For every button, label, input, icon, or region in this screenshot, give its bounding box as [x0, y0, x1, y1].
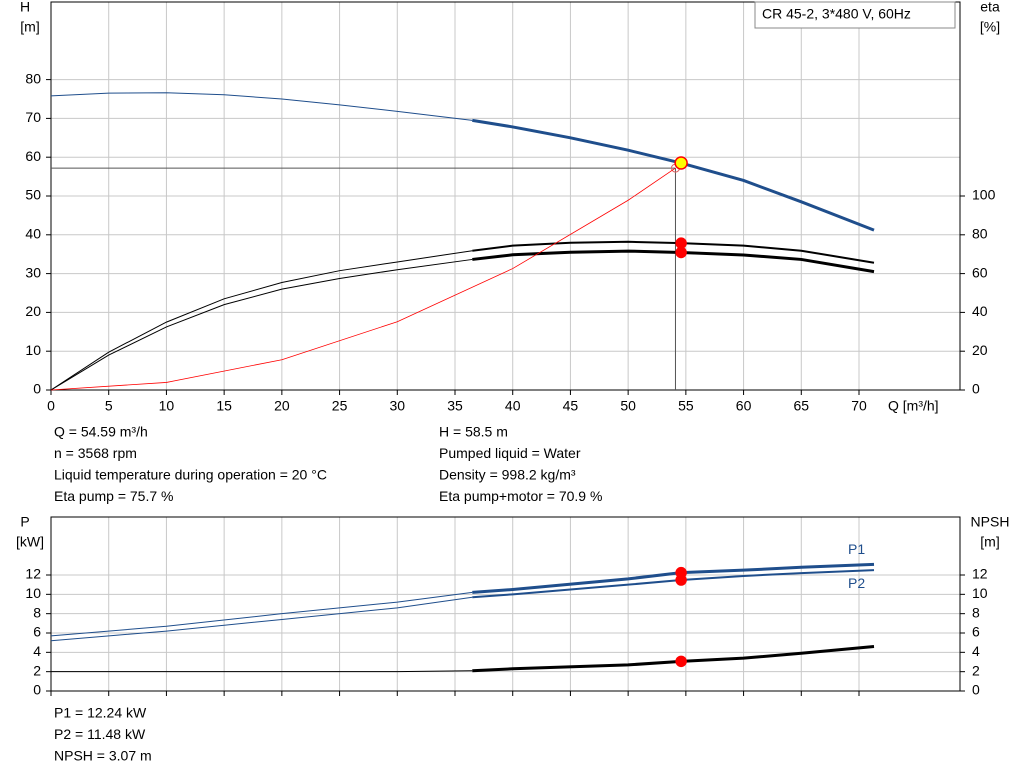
x-tick-label: 60	[736, 398, 752, 414]
y2-tick-label: 40	[972, 303, 988, 319]
y-tick-label: 50	[25, 187, 41, 203]
info-text: Liquid temperature during operation = 20…	[54, 467, 327, 483]
info-text: Eta pump = 75.7 %	[54, 488, 173, 504]
y-axis-label: [kW]	[16, 534, 44, 550]
curve-label: P1	[848, 541, 865, 557]
info-text: Pumped liquid = Water	[439, 445, 581, 461]
y-axis-label: P	[20, 514, 29, 530]
chart-title: CR 45-2, 3*480 V, 60Hz	[762, 6, 911, 22]
y-tick-label: 60	[25, 148, 41, 164]
operating-point	[675, 246, 687, 259]
x-tick-label: 10	[159, 398, 175, 414]
x-tick-label: 30	[389, 398, 405, 414]
curve	[472, 240, 875, 264]
info-text: NPSH = 3.07 m	[54, 748, 152, 764]
plot-frame	[50, 1, 961, 391]
y2-tick-label: 4	[972, 643, 980, 659]
info-text: P1 = 12.24 kW	[54, 705, 147, 721]
y2-axis-label: [%]	[980, 19, 1000, 35]
x-tick-label: 40	[505, 398, 521, 414]
y2-tick-label: 6	[972, 624, 980, 640]
operating-point	[675, 237, 687, 249]
y2-tick-label: 100	[972, 187, 996, 203]
x-tick-label: 20	[274, 398, 290, 414]
y-tick-label: 4	[33, 643, 41, 659]
x-tick-label: 15	[216, 398, 232, 414]
curve	[50, 167, 676, 391]
operating-point	[674, 156, 688, 170]
y-tick-label: 40	[25, 226, 41, 242]
x-tick-label: 5	[105, 398, 113, 414]
y-tick-label: 70	[25, 109, 41, 125]
y2-tick-label: 0	[972, 682, 980, 698]
y-tick-label: 0	[33, 381, 41, 397]
y-tick-label: 20	[25, 303, 41, 319]
curve	[472, 249, 875, 274]
y-tick-label: 0	[33, 682, 41, 698]
y2-tick-label: 60	[972, 264, 988, 280]
curve	[51, 670, 473, 673]
x-tick-label: 25	[332, 398, 348, 414]
curve	[50, 258, 473, 391]
curve	[50, 250, 473, 391]
y-axis-label: H	[20, 0, 30, 15]
y2-tick-label: 12	[972, 566, 988, 582]
x-axis-label: Q [m³/h]	[888, 398, 939, 414]
curve	[472, 118, 875, 232]
y-tick-label: 80	[25, 70, 41, 86]
title-box	[754, 1, 956, 29]
y-tick-label: 12	[25, 566, 41, 582]
y2-tick-label: 10	[972, 585, 988, 601]
curve	[50, 591, 473, 637]
plot-frame	[50, 516, 961, 692]
info-text: P2 = 11.48 kW	[54, 726, 146, 742]
y-axis-label: [m]	[20, 19, 39, 35]
curve	[50, 92, 473, 121]
y-tick-label: 2	[33, 662, 41, 678]
curve-label: P2	[848, 575, 865, 591]
info-text: n = 3568 rpm	[54, 445, 137, 461]
x-tick-label: 0	[47, 398, 55, 414]
y-tick-label: 6	[33, 624, 41, 640]
y2-tick-label: 80	[972, 226, 988, 242]
y2-axis-label: eta	[980, 0, 1000, 15]
y-tick-label: 8	[33, 604, 41, 620]
x-tick-label: 55	[678, 398, 694, 414]
info-text: H = 58.5 m	[439, 424, 508, 440]
curve	[50, 596, 473, 642]
y2-tick-label: 20	[972, 342, 988, 358]
y2-axis-label: NPSH	[971, 514, 1010, 530]
y-tick-label: 10	[25, 342, 41, 358]
y-tick-label: 30	[25, 264, 41, 280]
info-text: Density = 998.2 kg/m³	[439, 467, 576, 483]
info-text: Eta pump+motor = 70.9 %	[439, 488, 602, 504]
y2-tick-label: 8	[972, 604, 980, 620]
x-tick-label: 35	[447, 398, 463, 414]
operating-point	[675, 574, 687, 586]
y2-tick-label: 2	[972, 662, 980, 678]
operating-point	[675, 655, 687, 668]
info-text: Q = 54.59 m³/h	[54, 424, 148, 440]
x-tick-label: 45	[563, 398, 579, 414]
x-tick-label: 50	[620, 398, 636, 414]
y2-axis-label: [m]	[980, 534, 999, 550]
x-tick-label: 65	[793, 398, 809, 414]
y-tick-label: 10	[25, 585, 41, 601]
x-tick-label: 70	[851, 398, 867, 414]
y2-tick-label: 0	[972, 381, 980, 397]
